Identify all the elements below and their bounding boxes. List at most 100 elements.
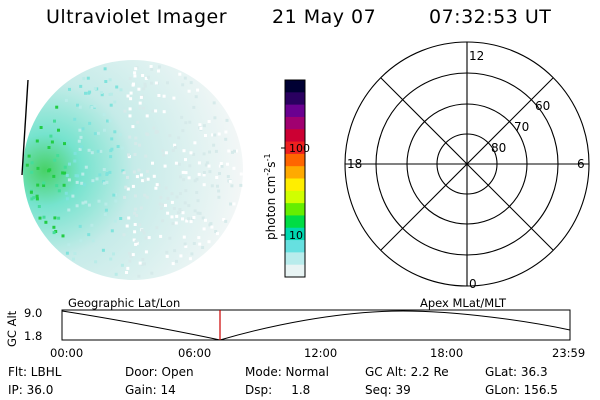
mlt-label-6: 6 bbox=[577, 157, 585, 171]
emission-speckle bbox=[90, 223, 94, 227]
emission-speckle bbox=[143, 193, 147, 197]
emission-speckle bbox=[165, 254, 169, 258]
emission-speckle bbox=[181, 170, 185, 174]
emission-speckle bbox=[154, 81, 158, 85]
emission-speckle bbox=[205, 161, 209, 165]
emission-speckle bbox=[144, 250, 148, 254]
emission-speckle bbox=[110, 137, 114, 141]
info-glat: GLat: 36.3 bbox=[485, 365, 548, 379]
emission-speckle bbox=[239, 183, 243, 187]
emission-speckle bbox=[49, 134, 53, 138]
emission-speckle bbox=[87, 148, 91, 152]
emission-speckle bbox=[132, 238, 136, 242]
emission-speckle bbox=[183, 76, 187, 80]
timeline-xtick-1200: 12:00 bbox=[304, 346, 338, 360]
emission-speckle bbox=[64, 98, 68, 102]
emission-speckle bbox=[159, 206, 163, 210]
emission-speckle bbox=[133, 230, 137, 234]
emission-speckle bbox=[188, 257, 192, 261]
emission-speckle bbox=[187, 204, 191, 208]
emission-speckle bbox=[115, 85, 119, 89]
emission-speckle bbox=[181, 217, 184, 221]
emission-speckle bbox=[53, 216, 57, 220]
info-seq: Seq: 39 bbox=[365, 383, 411, 397]
emission-speckle bbox=[96, 149, 100, 153]
emission-speckle bbox=[84, 165, 88, 169]
emission-speckle bbox=[123, 195, 127, 199]
emission-speckle bbox=[159, 234, 163, 238]
lat-label-60: 60 bbox=[535, 99, 550, 113]
emission-speckle bbox=[217, 132, 221, 136]
emission-speckle bbox=[164, 203, 167, 207]
colorbar-cell bbox=[285, 203, 305, 216]
emission-speckle bbox=[52, 231, 56, 235]
emission-speckle bbox=[164, 151, 168, 155]
emission-speckle bbox=[172, 207, 176, 210]
emission-speckle bbox=[146, 177, 150, 181]
emission-speckle bbox=[224, 130, 228, 134]
emission-speckle bbox=[32, 196, 36, 200]
emission-speckle bbox=[78, 147, 82, 151]
lat-label-70: 70 bbox=[514, 120, 529, 134]
emission-speckle bbox=[176, 211, 180, 215]
emission-speckle bbox=[212, 143, 216, 147]
timeline-axis-label: GC Alt bbox=[5, 310, 19, 347]
emission-speckle bbox=[144, 76, 148, 80]
emission-speckle bbox=[37, 205, 41, 208]
emission-speckle bbox=[126, 175, 129, 179]
emission-speckle bbox=[217, 189, 221, 193]
emission-speckle bbox=[52, 225, 56, 229]
emission-speckle bbox=[142, 87, 146, 91]
emission-speckle bbox=[131, 125, 135, 129]
emission-speckle bbox=[121, 169, 125, 173]
emission-speckle bbox=[201, 246, 205, 249]
emission-speckle bbox=[202, 124, 206, 128]
info-gc-alt: GC Alt: 2.2 Re bbox=[365, 365, 449, 379]
emission-speckle bbox=[84, 200, 88, 204]
emission-speckle bbox=[57, 128, 60, 132]
emission-speckle bbox=[61, 234, 65, 238]
emission-speckle bbox=[137, 168, 141, 172]
emission-speckle bbox=[184, 171, 188, 175]
emission-speckle bbox=[138, 106, 142, 110]
emission-speckle bbox=[35, 139, 39, 143]
emission-speckle bbox=[127, 216, 131, 220]
emission-speckle bbox=[134, 142, 138, 146]
emission-speckle bbox=[39, 126, 43, 129]
emission-speckle bbox=[193, 141, 197, 145]
emission-speckle bbox=[96, 131, 100, 135]
emission-speckle bbox=[184, 158, 187, 162]
colorbar-unit-label: photon cm-2s-1 bbox=[263, 153, 278, 240]
emission-speckle bbox=[82, 183, 86, 187]
emission-speckles bbox=[25, 65, 243, 278]
emission-speckle bbox=[224, 137, 228, 141]
emission-speckle bbox=[79, 239, 83, 243]
mlt-label-12: 12 bbox=[469, 49, 484, 63]
emission-speckle bbox=[91, 239, 95, 243]
emission-speckle bbox=[88, 121, 92, 125]
emission-speckle bbox=[161, 203, 165, 207]
emission-speckle bbox=[225, 118, 229, 122]
emission-speckle bbox=[104, 202, 108, 206]
emission-speckle bbox=[193, 209, 197, 213]
emission-speckle bbox=[155, 226, 159, 230]
emission-speckle bbox=[210, 184, 214, 188]
emission-speckle bbox=[211, 133, 215, 137]
emission-speckle bbox=[187, 176, 191, 180]
emission-speckle bbox=[226, 162, 229, 166]
emission-speckle bbox=[171, 222, 175, 226]
emission-speckle bbox=[157, 69, 160, 73]
emission-speckle bbox=[170, 200, 174, 204]
emission-speckle bbox=[166, 211, 170, 215]
emission-speckle bbox=[198, 123, 202, 127]
emission-speckle bbox=[162, 110, 166, 114]
emission-speckle bbox=[198, 211, 202, 215]
emission-speckle bbox=[207, 120, 211, 123]
emission-speckle bbox=[108, 93, 112, 96]
emission-speckle bbox=[143, 82, 147, 86]
emission-speckle bbox=[124, 185, 128, 189]
emission-speckle bbox=[216, 232, 219, 236]
emission-speckle bbox=[93, 87, 97, 90]
emission-speckle bbox=[215, 176, 219, 179]
emission-speckle bbox=[36, 166, 40, 170]
